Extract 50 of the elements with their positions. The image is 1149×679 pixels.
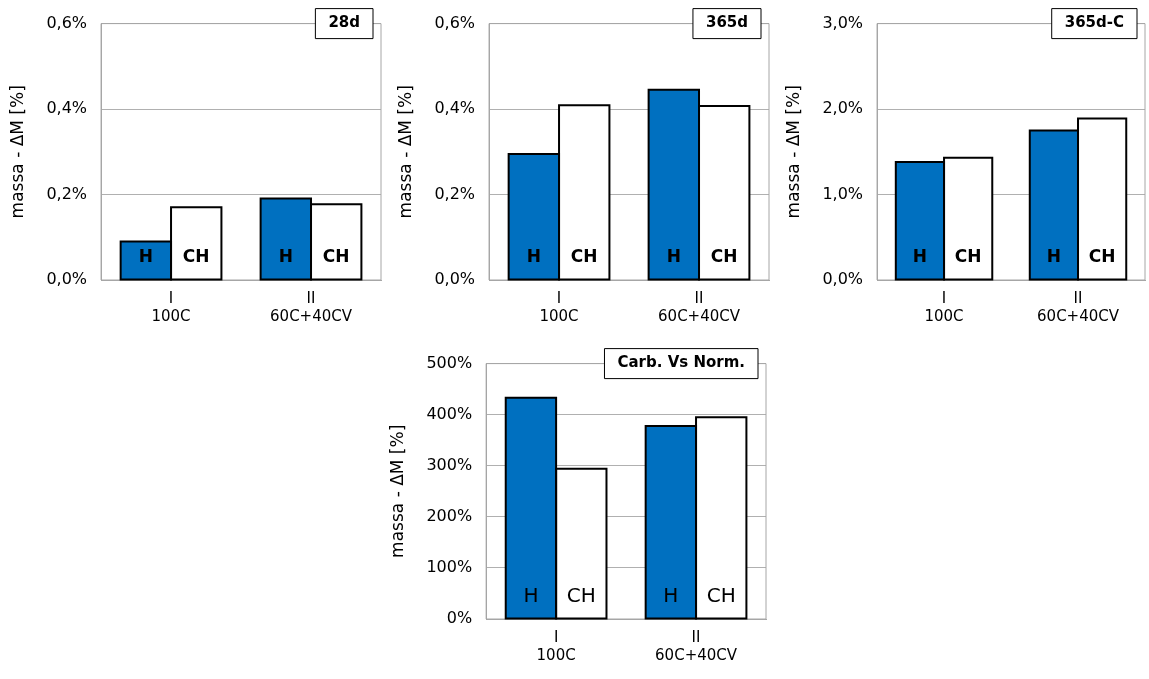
y-tick-label: 0,2% bbox=[434, 183, 476, 203]
y-tick-label: 3,0% bbox=[822, 12, 864, 32]
y-tick-label: 0,0% bbox=[434, 269, 476, 289]
text: H bbox=[278, 246, 293, 267]
y-axis-title: massa - ΔM [%] bbox=[386, 424, 407, 558]
text: H bbox=[666, 246, 681, 267]
series-label: H bbox=[912, 246, 928, 267]
y-tick-label: 0% bbox=[446, 608, 473, 628]
y-tick-label: 2,0% bbox=[822, 98, 864, 118]
y-tick-label: 1,0% bbox=[822, 183, 864, 203]
y-axis-title: massa - ΔM [%] bbox=[394, 85, 415, 219]
y-axis-title: massa - ΔM [%] bbox=[6, 85, 27, 219]
x-tick-label: II 60C+40CV bbox=[1037, 288, 1120, 325]
y-axis-title: massa - ΔM [%] bbox=[782, 85, 803, 219]
y-tick-label: 0,4% bbox=[434, 98, 476, 118]
x-tick-label: II 60C+40CV bbox=[658, 288, 741, 325]
chart-title: Carb. Vs Norm. bbox=[617, 353, 745, 372]
y-tick-label: 0,6% bbox=[434, 12, 476, 32]
chart-title: 28d bbox=[328, 13, 361, 32]
series-label: H bbox=[138, 246, 153, 267]
y-tick-label: 0,6% bbox=[46, 12, 88, 32]
chart-title: 365d-C bbox=[1064, 13, 1125, 32]
y-tick-label: 0,2% bbox=[46, 183, 88, 203]
chart-title: 365d bbox=[705, 13, 749, 32]
y-tick-label: 100% bbox=[426, 557, 473, 577]
text: CH bbox=[566, 583, 596, 608]
y-tick-label: 400% bbox=[426, 403, 473, 423]
series-label: CH bbox=[710, 246, 738, 267]
text: H bbox=[1046, 246, 1062, 267]
y-tick-label: 200% bbox=[426, 506, 473, 525]
text: CH bbox=[570, 246, 598, 267]
y-tick-label: 300% bbox=[426, 454, 473, 474]
y-tick-label: 0,0% bbox=[46, 269, 88, 289]
x-tick-label: I 100C bbox=[151, 288, 191, 325]
text: H bbox=[663, 583, 679, 608]
x-tick-label: II 60C+40CV bbox=[655, 627, 738, 664]
y-tick-label: 0,4% bbox=[46, 98, 88, 118]
x-tick-label: II 60C+40CV bbox=[270, 288, 353, 325]
y-tick-label: 500% bbox=[426, 352, 473, 372]
series-label: CH bbox=[706, 583, 736, 608]
x-tick-label: I 100C bbox=[536, 627, 576, 664]
y-tick-label: 0,0% bbox=[822, 269, 864, 289]
series-label: H bbox=[526, 246, 541, 267]
x-tick-label: I 100C bbox=[924, 288, 964, 325]
text: CH bbox=[182, 246, 210, 267]
x-tick-label: I 100C bbox=[539, 288, 579, 325]
text: CH bbox=[1088, 246, 1116, 267]
series-label: H bbox=[523, 583, 539, 608]
series-label: CH bbox=[322, 246, 350, 267]
series-label: CH bbox=[954, 246, 982, 267]
